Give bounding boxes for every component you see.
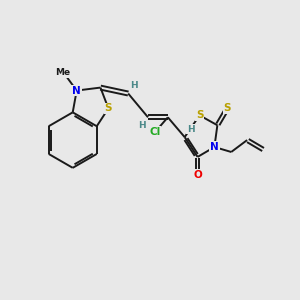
Text: N: N	[72, 85, 81, 96]
Text: N: N	[210, 142, 219, 152]
Text: Me: Me	[55, 68, 70, 77]
Text: S: S	[105, 103, 112, 113]
Text: H: H	[187, 125, 194, 134]
Text: S: S	[224, 103, 231, 113]
Text: H: H	[138, 121, 146, 130]
Text: O: O	[193, 170, 202, 180]
Text: H: H	[130, 81, 138, 90]
Text: Cl: Cl	[149, 127, 161, 137]
Text: S: S	[196, 110, 203, 120]
